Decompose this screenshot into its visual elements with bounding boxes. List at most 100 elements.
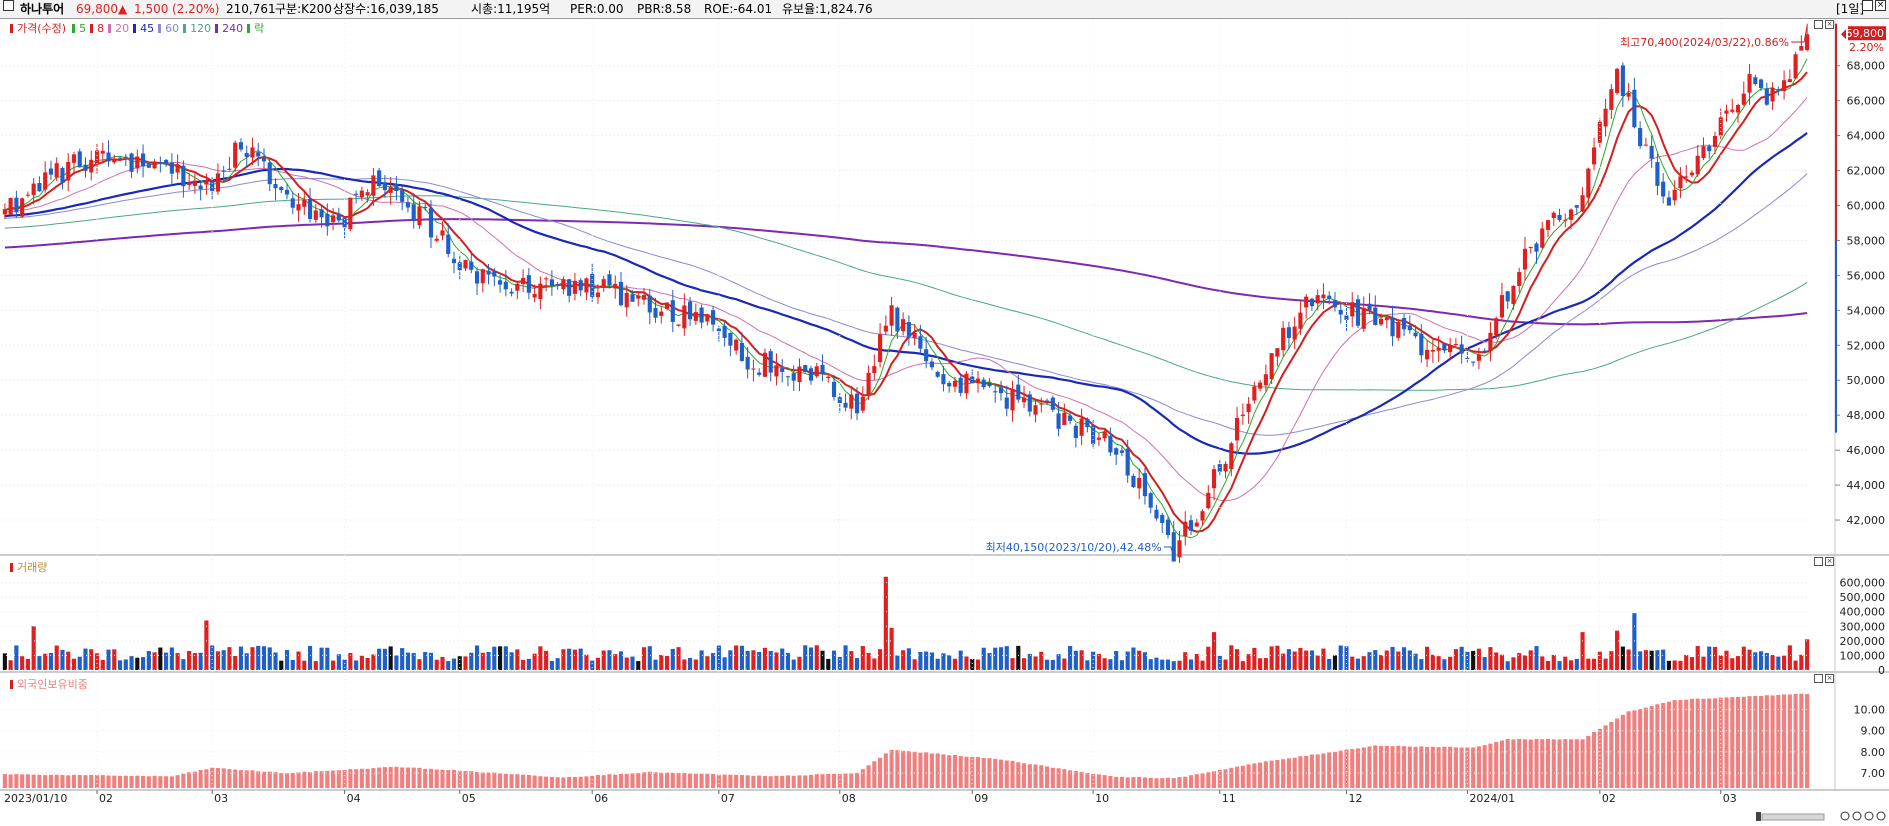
- volume-bar: [1753, 652, 1758, 670]
- candle-body: [1655, 162, 1660, 186]
- volume-bar: [1039, 651, 1044, 670]
- maximize-icon[interactable]: [1862, 0, 1873, 11]
- candle-body: [1194, 522, 1199, 527]
- panel-close-icon[interactable]: ×: [1825, 674, 1834, 683]
- foreign-ratio-bar: [1551, 739, 1556, 788]
- volume-bar: [1666, 660, 1672, 670]
- candle-body: [428, 208, 434, 238]
- foreign-ratio-bar: [238, 770, 244, 788]
- price-tick-label: 54,000: [1847, 304, 1886, 317]
- candle-body: [1724, 110, 1729, 114]
- foreign-ratio-bar: [210, 767, 215, 788]
- volume-bar: [463, 656, 468, 670]
- volume-bar: [515, 649, 520, 670]
- foreign-ratio-bar: [1396, 745, 1401, 788]
- volume-bar: [20, 656, 25, 670]
- foreign-ratio-bar: [37, 774, 42, 788]
- foreign-ratio-bar: [1764, 695, 1769, 788]
- period-selector[interactable]: [1일]: [1836, 2, 1865, 16]
- candle-body: [1482, 350, 1487, 352]
- foreign-tick-label: 7.00: [1861, 767, 1886, 780]
- volume-bar: [1517, 653, 1522, 670]
- volume-bar: [1396, 651, 1401, 670]
- volume-bar: [636, 661, 641, 670]
- foreign-ratio-bar: [1033, 764, 1038, 788]
- volume-bar: [831, 650, 837, 670]
- panel-close-icon[interactable]: ×: [1825, 557, 1834, 566]
- foreign-ratio-bar: [843, 773, 848, 788]
- foreign-ratio-bar: [751, 775, 756, 788]
- volume-bar: [129, 656, 134, 670]
- candle-body: [837, 397, 842, 404]
- foreign-ratio-bar: [630, 773, 635, 788]
- volume-bar: [1678, 660, 1683, 670]
- foreign-ratio-bar: [739, 775, 744, 788]
- foreign-ratio-bar: [1171, 778, 1176, 788]
- candle-body: [1551, 212, 1556, 219]
- foreign-ratio-bar: [1511, 739, 1516, 788]
- volume-bar: [912, 659, 917, 670]
- chart-canvas[interactable]: 68,000 66,000 64,000 62,000 60,000 58,000 56,0…: [0, 19, 1889, 826]
- candle-body: [296, 204, 301, 211]
- volume-bar: [544, 650, 549, 670]
- candle-body: [1206, 492, 1211, 509]
- candle-body: [1021, 397, 1027, 403]
- volume-bar: [1459, 646, 1464, 670]
- volume-bar: [854, 658, 860, 670]
- foreign-ratio-bar: [607, 774, 612, 788]
- foreign-ratio-bar: [912, 751, 917, 788]
- price-tick-label: 66,000: [1847, 95, 1886, 108]
- volume-bar: [290, 659, 295, 670]
- foreign-ratio-bar: [164, 776, 169, 788]
- candle-body: [1689, 172, 1695, 176]
- volume-bar: [843, 645, 848, 670]
- candle-body: [1044, 400, 1050, 403]
- panel-restore-icon[interactable]: [1814, 557, 1823, 566]
- volume-bar: [267, 647, 272, 670]
- foreign-ratio-bar: [1413, 746, 1418, 788]
- market-group: 구분:K200: [275, 2, 332, 16]
- candle-body: [1125, 448, 1130, 476]
- volume-bar: [238, 646, 244, 670]
- volume-bar: [797, 656, 802, 670]
- candle-body: [1039, 403, 1044, 405]
- volume-bar: [1563, 656, 1568, 670]
- candle-body: [1367, 303, 1372, 311]
- candle-body: [1085, 418, 1090, 428]
- legend-volume: 거래량: [17, 561, 48, 574]
- menu-box-icon[interactable]: [3, 0, 14, 11]
- foreign-ratio-bar: [929, 753, 934, 788]
- candle-body: [1131, 475, 1136, 488]
- candle-body: [1407, 325, 1412, 331]
- volume-bar: [405, 652, 411, 670]
- listed-shares: 상장수:16,039,185: [333, 2, 439, 16]
- close-icon[interactable]: ×: [1875, 0, 1886, 11]
- candle-body: [929, 361, 934, 368]
- foreign-ratio-bar: [296, 772, 301, 788]
- volume-bar: [1298, 647, 1303, 670]
- panel-restore-icon[interactable]: [1814, 20, 1823, 29]
- foreign-ratio-bar: [670, 772, 675, 788]
- foreign-ratio-bar: [1586, 735, 1591, 788]
- volume-bar: [342, 659, 347, 670]
- foreign-ratio-bar: [227, 769, 232, 788]
- volume-bar: [1131, 647, 1136, 670]
- foreign-ratio-bar: [532, 775, 537, 788]
- panel-restore-icon[interactable]: [1814, 674, 1823, 683]
- stock-info-bar: 하나투어 69,800 ▲ 1,500 (2.20%) 210,761 구분:K…: [0, 0, 1889, 19]
- candle-body: [641, 295, 647, 300]
- foreign-ratio-bar: [89, 774, 94, 788]
- zoom-fit-icon: [1876, 811, 1886, 821]
- foreign-ratio-bar: [549, 776, 554, 788]
- x-tick-label: 06: [594, 792, 608, 805]
- foreign-ratio-bar: [1425, 746, 1430, 788]
- foreign-ratio-bar: [659, 772, 664, 788]
- candle-body: [60, 168, 65, 183]
- foreign-ratio-bar: [1770, 695, 1775, 788]
- foreign-ratio-bar: [181, 773, 186, 788]
- candle-body: [1378, 318, 1384, 325]
- volume-bar: [1338, 645, 1343, 670]
- candle-body: [952, 380, 958, 387]
- foreign-ratio-bar: [1603, 725, 1608, 788]
- panel-close-icon[interactable]: ×: [1825, 20, 1834, 29]
